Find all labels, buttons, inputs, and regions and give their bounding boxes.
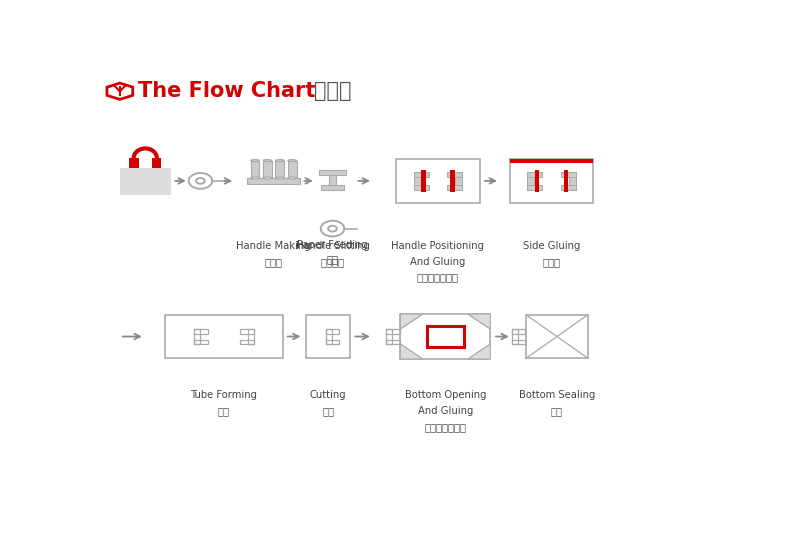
Bar — [414, 172, 421, 190]
Polygon shape — [400, 344, 422, 359]
Bar — [275, 161, 284, 178]
Text: Bottom Opening: Bottom Opening — [405, 390, 486, 400]
Bar — [386, 340, 399, 344]
Bar — [288, 161, 297, 178]
Ellipse shape — [275, 160, 284, 162]
Ellipse shape — [250, 177, 259, 179]
Bar — [512, 340, 525, 344]
Text: Cutting: Cutting — [310, 390, 346, 400]
Bar — [400, 314, 490, 359]
Text: Handle Positioning: Handle Positioning — [391, 241, 485, 251]
Bar — [152, 158, 161, 168]
Bar — [326, 329, 332, 344]
Bar — [569, 172, 575, 190]
Text: 做手救: 做手救 — [265, 257, 282, 267]
Text: Handle Slitting: Handle Slitting — [295, 241, 370, 251]
Bar — [512, 329, 518, 344]
Ellipse shape — [263, 177, 272, 179]
Bar — [194, 329, 201, 344]
Bar — [510, 158, 594, 163]
Bar — [386, 329, 392, 344]
Text: And Gluing: And Gluing — [418, 406, 473, 416]
Bar — [250, 161, 259, 178]
Bar — [414, 172, 429, 177]
Text: Bottom Sealing: Bottom Sealing — [518, 390, 595, 400]
Text: 进纸: 进纸 — [326, 254, 338, 264]
Bar — [421, 170, 426, 192]
Polygon shape — [468, 344, 490, 359]
Text: 折筒: 折筒 — [218, 406, 230, 416]
Bar — [329, 175, 336, 186]
Bar — [194, 340, 208, 344]
Ellipse shape — [288, 177, 297, 179]
Bar — [130, 158, 138, 168]
Bar — [447, 172, 462, 177]
Polygon shape — [400, 314, 422, 329]
Bar — [447, 185, 462, 190]
Bar — [247, 178, 300, 184]
Bar — [326, 340, 339, 344]
Text: 裁切: 裁切 — [322, 406, 334, 416]
Bar — [194, 329, 208, 334]
Bar — [120, 168, 170, 195]
Bar — [306, 315, 350, 358]
Bar — [326, 329, 339, 334]
Bar — [319, 170, 346, 175]
Bar — [527, 172, 542, 177]
Bar — [386, 329, 399, 334]
Text: And Gluing: And Gluing — [410, 257, 466, 267]
Text: Side Gluing: Side Gluing — [522, 241, 580, 251]
Text: 手救分切: 手救分切 — [321, 257, 345, 267]
Bar — [512, 329, 525, 334]
Text: 底封: 底封 — [551, 406, 563, 416]
Bar — [527, 185, 542, 190]
Ellipse shape — [250, 160, 259, 162]
Ellipse shape — [275, 177, 284, 179]
Bar — [322, 185, 344, 190]
Ellipse shape — [288, 160, 297, 162]
Bar — [561, 172, 575, 177]
Text: Handle Making: Handle Making — [236, 241, 311, 251]
Text: The Flow Chart: The Flow Chart — [138, 81, 316, 101]
Text: Tube Forming: Tube Forming — [190, 390, 258, 400]
Text: Paper Feeding: Paper Feeding — [297, 240, 368, 250]
Bar — [426, 326, 464, 347]
Bar — [165, 315, 283, 358]
Bar — [564, 170, 568, 192]
Bar — [396, 159, 480, 203]
Text: 底部开口和粘合: 底部开口和粘合 — [424, 422, 466, 432]
Bar — [414, 185, 429, 190]
Bar — [240, 329, 254, 334]
Bar — [526, 315, 588, 358]
Text: 上边胶: 上边胶 — [542, 257, 560, 267]
Bar — [455, 172, 462, 190]
Bar — [263, 161, 272, 178]
Polygon shape — [468, 314, 490, 329]
Bar — [510, 159, 594, 203]
Ellipse shape — [263, 160, 272, 162]
Text: 手柄定位和胶合: 手柄定位和胶合 — [417, 273, 459, 282]
Bar — [247, 329, 254, 344]
Bar — [561, 185, 575, 190]
Bar — [534, 170, 539, 192]
Bar — [450, 170, 454, 192]
Text: 流程图: 流程图 — [314, 81, 351, 101]
Bar — [240, 340, 254, 344]
Bar — [527, 172, 534, 190]
